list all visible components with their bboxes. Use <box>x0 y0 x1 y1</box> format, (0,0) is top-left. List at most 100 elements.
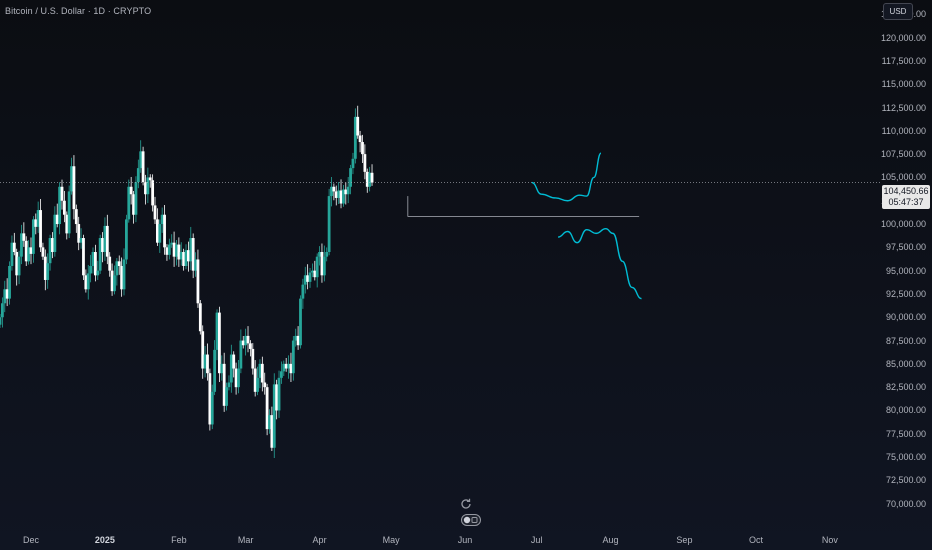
candle-body <box>227 382 231 388</box>
replay-icon[interactable] <box>459 497 473 511</box>
candle-body <box>96 270 100 276</box>
candle-body <box>53 214 57 253</box>
candle-body <box>153 205 157 220</box>
x-tick-label: Apr <box>312 535 327 545</box>
candle-body <box>167 244 171 255</box>
candle-body <box>225 387 228 406</box>
candle-body <box>22 233 26 241</box>
candle-body <box>43 256 47 280</box>
candle-body <box>132 194 135 215</box>
candle-body <box>246 335 250 344</box>
candle-body <box>3 289 7 304</box>
candle-body <box>296 335 300 346</box>
time-axis[interactable]: Dec 2025 Feb Mar Apr May Jun Jul Aug Sep Oct Nov <box>0 528 880 550</box>
candle-body <box>20 233 23 257</box>
chart-area[interactable]: Bitcoin / U.S. Dollar · 1D · CRYPTO <box>0 0 880 528</box>
candle-body <box>325 252 329 257</box>
candle-body <box>136 168 140 183</box>
y-tick-label: 120,000.00 <box>880 32 926 43</box>
candle-body <box>339 190 343 204</box>
y-tick-label: 105,000.00 <box>880 172 926 183</box>
candle-body <box>93 252 97 276</box>
candle-body <box>361 142 364 155</box>
candle-body <box>358 135 362 143</box>
candle-body <box>17 256 21 276</box>
candle-body <box>110 270 114 292</box>
candle-body <box>36 210 40 227</box>
candle-body <box>229 354 233 383</box>
candle-body <box>65 214 69 234</box>
candle-body <box>134 182 138 215</box>
candle-body <box>103 225 107 253</box>
candle-body <box>334 191 338 198</box>
candle-body <box>89 265 93 274</box>
candle-body <box>5 289 9 299</box>
candle-body <box>303 275 307 285</box>
candle-body <box>299 298 302 346</box>
candle-body <box>70 166 73 192</box>
candle-body <box>27 247 31 262</box>
candle-body <box>29 247 33 254</box>
y-tick-label: 80,000.00 <box>885 405 926 416</box>
candle-body <box>232 354 236 369</box>
candle-body <box>105 225 109 257</box>
candle-body <box>91 252 95 266</box>
candle-body <box>198 303 202 332</box>
price-axis[interactable]: 122,500.00120,000.00117,500.00115,000.00… <box>880 0 932 528</box>
x-tick-label: Oct <box>748 535 763 545</box>
toggle-icon[interactable] <box>461 514 481 526</box>
candle-body <box>82 238 85 276</box>
candle-body <box>115 261 119 276</box>
candle-body <box>258 363 262 378</box>
candle-body <box>237 368 240 388</box>
candle-body <box>127 186 131 220</box>
candle-body <box>187 250 190 262</box>
candle-body <box>31 219 35 254</box>
candle-body <box>287 363 290 369</box>
currency-button[interactable]: USD <box>883 3 913 20</box>
candle-body <box>313 270 317 278</box>
candle-body <box>210 391 214 425</box>
x-tick-label: Dec <box>22 535 40 545</box>
candle-body <box>351 158 355 169</box>
candle-body <box>24 240 28 262</box>
candle-body <box>291 340 295 374</box>
candle-body <box>260 363 264 383</box>
candle-body <box>365 171 369 187</box>
candle-body <box>108 256 112 271</box>
candle-body <box>327 196 331 253</box>
symbol-title[interactable]: Bitcoin / U.S. Dollar · 1D · CRYPTO <box>5 6 152 16</box>
candle-body <box>77 224 81 243</box>
candle-body <box>34 219 38 227</box>
candle-body <box>270 415 274 448</box>
y-tick-label: 82,500.00 <box>885 382 926 393</box>
candle-body <box>15 252 19 276</box>
candle-body <box>239 340 243 369</box>
candle-body <box>253 368 257 392</box>
candle-body <box>284 363 288 369</box>
candle-body <box>101 238 104 253</box>
candle-body <box>62 200 66 215</box>
candle-body <box>311 270 314 273</box>
candle-body <box>349 168 352 187</box>
candle-body <box>234 368 238 388</box>
projection-up-path <box>531 152 602 202</box>
price-chart[interactable] <box>0 0 880 528</box>
y-tick-label: 110,000.00 <box>881 125 926 136</box>
y-tick-label: 87,500.00 <box>885 335 926 346</box>
candle-body <box>124 219 128 260</box>
candle-body <box>86 273 90 290</box>
candle-body <box>353 116 357 159</box>
candle-body <box>289 363 293 374</box>
y-tick-label: 77,500.00 <box>885 428 926 439</box>
candle-body <box>189 238 193 262</box>
candle-body <box>268 415 271 430</box>
y-tick-label: 117,500.00 <box>881 55 926 66</box>
candle-body <box>58 186 62 225</box>
candle-body <box>215 312 219 350</box>
candle-body <box>155 219 159 243</box>
candle-body <box>170 242 174 245</box>
candle-body <box>12 242 16 253</box>
candle-body <box>256 377 259 392</box>
candle-body <box>356 116 360 136</box>
